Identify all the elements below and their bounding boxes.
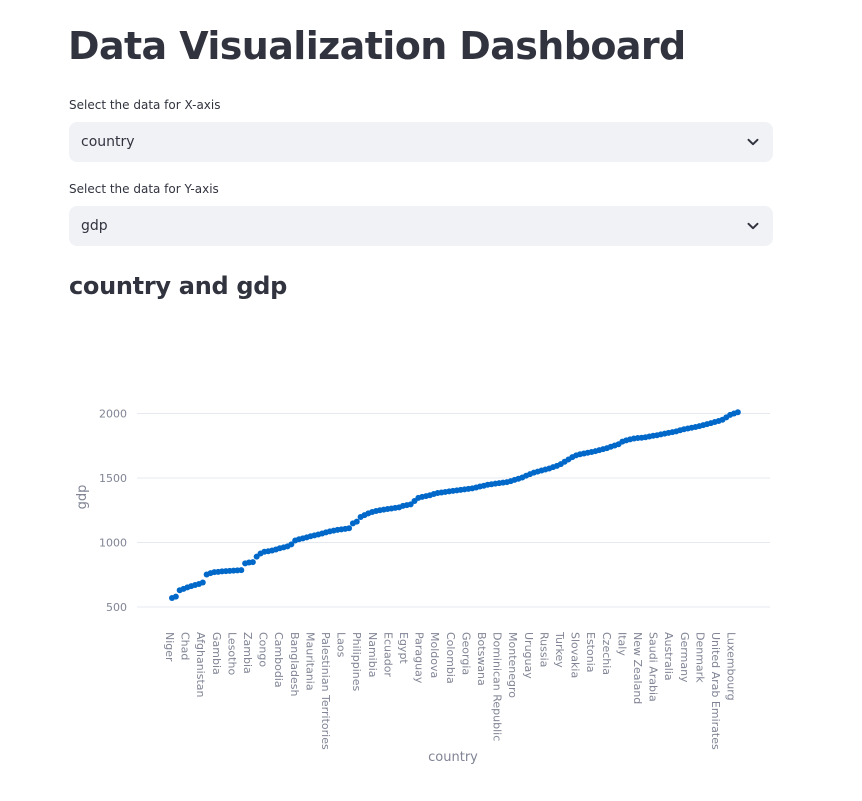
y-tick-label: 1500 [99,472,127,485]
x-axis-select-label: Select the data for X-axis [69,98,221,112]
x-tick-label: Namibia [366,632,379,678]
data-point [346,525,353,532]
data-point [288,541,295,548]
x-tick-label: Germany [678,632,691,683]
x-tick-label: Slovakia [569,632,582,678]
x-tick-label: Gambia [210,632,223,675]
x-axis-title: country [428,750,478,765]
x-tick-label: Congo [257,632,270,667]
y-tick-label: 500 [106,601,127,614]
page-title: Data Visualization Dashboard [68,24,686,68]
x-tick-label: Palestinian Territories [319,632,332,750]
x-tick-label: Ecuador [381,632,394,677]
x-tick-label: Botswana [475,632,488,686]
x-axis-select-value: country [81,134,135,150]
x-tick-label: Australia [662,632,675,681]
x-tick-label: Russia [537,632,550,667]
x-axis-select[interactable]: country [69,122,773,162]
x-tick-label: New Zealand [631,632,644,704]
x-tick-label: Cambodia [272,632,285,688]
data-point [172,593,179,600]
x-tick-label: Dominican Republic [491,632,504,741]
x-tick-label: Estonia [584,632,597,673]
x-tick-label: Laos [335,632,348,658]
chart-title: country and gdp [69,272,288,300]
y-tick-label: 2000 [99,408,127,421]
x-tick-label: Paraguay [413,632,426,684]
x-tick-label: Saudi Arabia [647,632,660,702]
x-tick-label: Chad [179,632,192,660]
data-point [199,579,206,586]
x-tick-label: Uruguay [522,632,535,679]
x-tick-label: Colombia [444,632,457,684]
x-tick-label: Lesotho [225,632,238,675]
x-tick-label: Luxembourg [725,632,738,701]
x-tick-label: Turkey [553,631,566,668]
x-tick-label: Denmark [693,632,706,683]
x-tick-label: Italy [615,632,628,656]
x-tick-label: Niger [163,632,176,662]
x-tick-label: United Arab Emirates [709,632,722,750]
y-axis-select-label: Select the data for Y-axis [69,182,219,196]
x-tick-label: Georgia [459,632,472,675]
data-point [249,559,256,566]
chevron-down-icon [745,218,761,234]
data-point [238,567,245,574]
y-axis-select[interactable]: gdp [69,206,773,246]
x-tick-label: Zambia [241,632,254,674]
x-tick-label: Moldova [428,632,441,678]
x-tick-label: Egypt [397,632,410,664]
y-tick-label: 1000 [99,536,127,549]
x-tick-label: Montenegro [506,632,519,698]
y-axis-title: gdp [75,485,90,510]
data-point [353,518,360,525]
x-tick-label: Mauritania [303,632,316,691]
x-tick-label: Czechia [600,632,613,675]
x-tick-label: Bangladesh [288,632,301,697]
y-axis-select-value: gdp [81,218,108,234]
data-point [734,409,741,416]
x-tick-label: Philippines [350,632,363,692]
x-tick-label: Afghanistan [194,632,207,698]
chevron-down-icon [745,134,761,150]
